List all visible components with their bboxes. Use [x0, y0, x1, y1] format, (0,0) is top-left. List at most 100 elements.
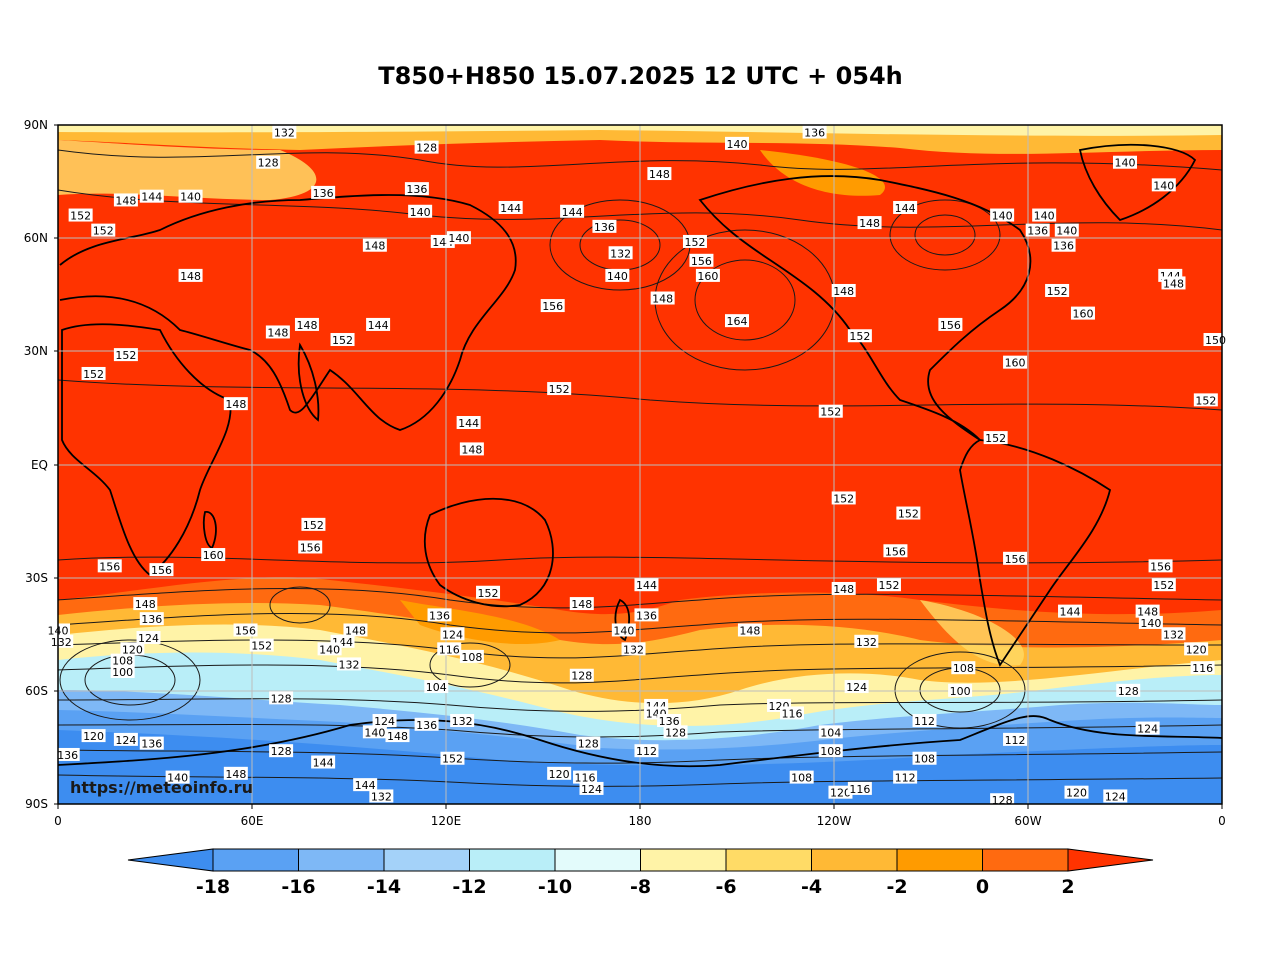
- contour-label: 120: [1184, 642, 1209, 656]
- contour-label: 156: [1148, 559, 1173, 573]
- lat-label-eq: EQ: [31, 458, 48, 472]
- svg-text:148: 148: [739, 624, 760, 637]
- colorbar-segment: [982, 848, 1069, 872]
- svg-text:152: 152: [115, 349, 136, 362]
- svg-text:156: 156: [885, 545, 906, 558]
- contour-label: 148: [178, 268, 203, 283]
- svg-text:124: 124: [115, 734, 136, 747]
- contour-label: 144: [498, 200, 523, 215]
- contour-label: 148: [223, 397, 248, 411]
- svg-text:100: 100: [112, 666, 133, 679]
- lon-label-120w: 120W: [817, 814, 852, 828]
- contour-label: 108: [110, 653, 135, 668]
- svg-text:152: 152: [303, 519, 324, 532]
- contour-label: 144: [560, 204, 585, 219]
- contour-label: 112: [912, 714, 937, 728]
- contour-label: 148: [650, 291, 675, 306]
- svg-text:104: 104: [820, 726, 841, 739]
- svg-text:148: 148: [571, 598, 592, 611]
- contour-label: 160: [695, 268, 720, 283]
- contour-label: 152: [847, 329, 872, 343]
- contour-label: 132: [450, 714, 475, 728]
- contour-label: 148: [294, 317, 319, 332]
- contour-label: 144: [311, 755, 336, 770]
- svg-text:148: 148: [180, 270, 201, 283]
- contour-label: 116: [847, 781, 872, 796]
- contour-label: 120: [547, 766, 572, 781]
- colorbar-under-triangle: [127, 848, 214, 872]
- svg-text:128: 128: [271, 745, 292, 758]
- contour-label: 140: [1113, 155, 1137, 170]
- contour-label: 112: [634, 744, 659, 758]
- svg-text:152: 152: [833, 492, 854, 505]
- svg-text:132: 132: [51, 636, 72, 649]
- contour-label: 112: [1003, 732, 1028, 747]
- contour-label: 148: [385, 729, 410, 743]
- contour-label: 120: [120, 642, 145, 656]
- svg-text:132: 132: [623, 643, 644, 656]
- contour-label: 152: [113, 348, 138, 362]
- svg-text:156: 156: [1150, 560, 1171, 573]
- svg-text:144: 144: [141, 191, 162, 204]
- svg-text:136: 136: [313, 187, 334, 200]
- svg-text:152: 152: [70, 210, 91, 223]
- colorbar-tick-label: -8: [630, 876, 651, 898]
- contour-label: 156: [689, 253, 714, 268]
- contour-label: 120: [828, 785, 853, 800]
- contour-label: 144: [1058, 604, 1083, 619]
- contour-label: 108: [818, 744, 843, 758]
- contour-label: 128: [256, 155, 281, 170]
- contour-label: 152: [91, 223, 116, 238]
- contour-label: 152: [547, 382, 572, 396]
- svg-text:116: 116: [849, 783, 870, 796]
- svg-text:124: 124: [374, 715, 395, 728]
- svg-text:160: 160: [697, 270, 718, 283]
- colorbar-tick-label: 0: [976, 876, 989, 898]
- lat-label-90s: 90S: [25, 797, 48, 811]
- contour-label: 136: [414, 717, 439, 732]
- contour-label: 164: [725, 314, 749, 328]
- colorbar-segment: [469, 848, 556, 872]
- svg-text:144: 144: [1060, 606, 1081, 619]
- contour-label: 156: [149, 563, 174, 577]
- contour-label: 160: [1070, 306, 1095, 321]
- svg-text:156: 156: [1005, 553, 1026, 566]
- colorbar-tick-label: -2: [886, 876, 907, 898]
- svg-text:140: 140: [1056, 225, 1077, 238]
- svg-text:136: 136: [57, 749, 78, 762]
- contour-label: 128: [990, 793, 1015, 807]
- svg-text:132: 132: [856, 636, 877, 649]
- contour-label: 124: [1103, 789, 1128, 803]
- svg-text:148: 148: [649, 168, 670, 181]
- svg-text:128: 128: [271, 692, 292, 705]
- contour-label: 144: [139, 189, 164, 204]
- contour-label: 100: [948, 683, 973, 698]
- contour-label: 136: [634, 608, 659, 622]
- svg-text:120: 120: [830, 787, 851, 800]
- contour-label: 100: [110, 664, 135, 679]
- lon-label-60w: 60W: [1014, 814, 1041, 828]
- contour-label: 140: [605, 268, 630, 283]
- colorbar-tick-label: -12: [452, 876, 486, 898]
- svg-text:152: 152: [83, 368, 104, 381]
- svg-text:160: 160: [1072, 308, 1093, 321]
- contour-label: 144: [634, 578, 659, 592]
- svg-text:164: 164: [727, 315, 748, 328]
- svg-text:120: 120: [1186, 643, 1207, 656]
- colorbar-segment: [554, 848, 641, 872]
- contour-label: 150: [1203, 333, 1228, 347]
- svg-text:136: 136: [1053, 240, 1074, 253]
- contour-label: 132: [854, 634, 879, 649]
- svg-text:152: 152: [684, 236, 705, 249]
- svg-text:132: 132: [274, 127, 295, 140]
- svg-text:128: 128: [578, 738, 599, 751]
- svg-text:152: 152: [1047, 285, 1068, 298]
- contour-label: 132: [369, 789, 394, 803]
- svg-text:120: 120: [122, 643, 143, 656]
- colorbar-tick-label: -16: [281, 876, 315, 898]
- contour-label: 156: [883, 544, 908, 558]
- contour-label: 140: [1151, 178, 1176, 192]
- contour-label: 152: [301, 517, 326, 532]
- svg-text:140: 140: [167, 772, 188, 785]
- svg-text:148: 148: [652, 293, 673, 306]
